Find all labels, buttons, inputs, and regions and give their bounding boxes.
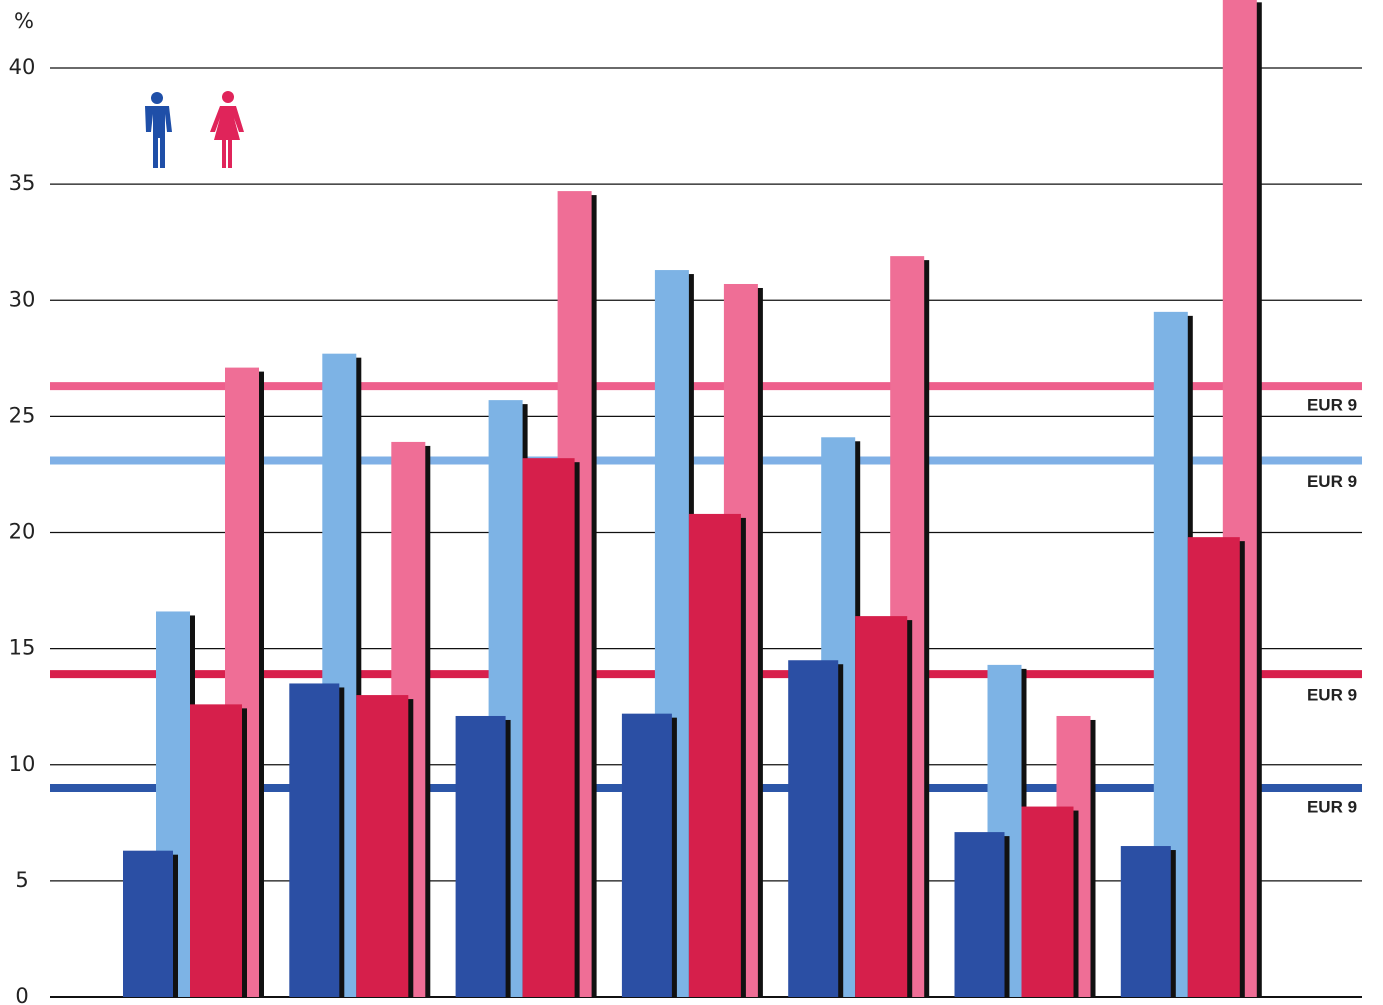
reference-label: EUR 9 [1307, 686, 1357, 705]
bar-side [1088, 719, 1096, 997]
woman-icon [210, 91, 244, 168]
y-tick-label: 40 [9, 55, 36, 79]
bar-side [922, 260, 930, 997]
bar [455, 715, 506, 997]
bar-side [406, 699, 414, 997]
bar-side [905, 620, 913, 997]
bar-side [423, 445, 431, 997]
bar-side [836, 664, 844, 997]
bar-side [572, 462, 580, 997]
bar-side [755, 287, 763, 997]
bar-side [1002, 836, 1010, 997]
bar [190, 704, 242, 997]
bar [855, 616, 908, 997]
y-tick-label: 5 [15, 868, 28, 892]
bar-side [589, 195, 597, 997]
bar [954, 832, 1005, 997]
y-unit: % [14, 9, 34, 33]
y-tick-label: 25 [9, 403, 36, 427]
y-tick-label: 15 [9, 636, 36, 660]
bar [1120, 846, 1171, 997]
bar [123, 850, 173, 997]
bar [356, 695, 409, 997]
bar-side [1254, 2, 1262, 997]
bar-side [1168, 850, 1176, 997]
bar [289, 683, 340, 997]
bar [788, 660, 839, 997]
y-tick-label: 20 [9, 520, 36, 544]
bar-side [240, 708, 247, 997]
man-icon [145, 92, 172, 168]
y-tick-label: 35 [9, 171, 36, 195]
y-tick-label: 30 [9, 287, 36, 311]
bar [1187, 537, 1240, 997]
bar-side [669, 717, 677, 997]
y-tick-label: 0 [15, 984, 28, 1005]
bar [1021, 806, 1074, 997]
bar [522, 458, 575, 997]
reference-label: EUR 9 [1307, 472, 1357, 491]
bar-side [1071, 810, 1079, 997]
y-tick-label: 10 [9, 752, 36, 776]
bar-side [354, 357, 362, 998]
bar-side [503, 719, 511, 997]
bar-side [257, 371, 264, 997]
bar [688, 513, 741, 997]
bar-side [337, 687, 345, 997]
bar-side [171, 854, 178, 997]
reference-label: EUR 9 [1307, 797, 1357, 816]
bar-side [738, 517, 746, 997]
reference-label: EUR 9 [1307, 396, 1357, 415]
bar [621, 713, 672, 997]
bar-side [1237, 541, 1245, 997]
